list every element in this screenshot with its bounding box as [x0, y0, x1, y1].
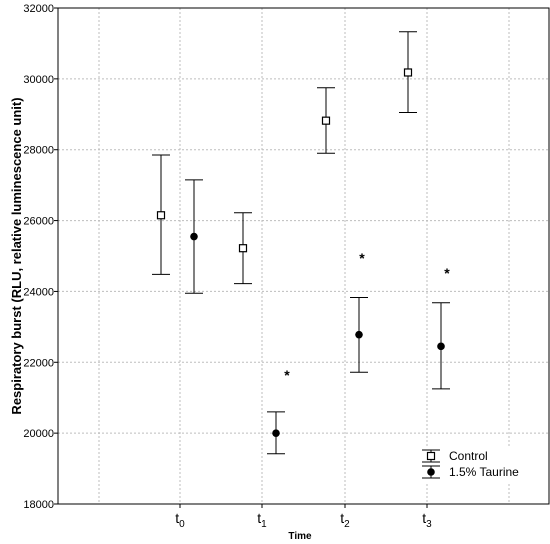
- y-tick-label: 20000: [23, 428, 54, 440]
- data-point-control: [403, 68, 413, 77]
- legend-label: Control: [449, 449, 488, 463]
- legend-marker-control: [426, 451, 436, 461]
- y-tick-label: 32000: [23, 3, 54, 15]
- gridlines: [58, 8, 549, 504]
- x-axis-title: Time: [288, 531, 312, 542]
- y-tick-label: 22000: [23, 357, 54, 369]
- legend-marker-taurine: [427, 468, 435, 476]
- data-point-taurine: [272, 429, 280, 437]
- x-tick-label: t1: [257, 510, 267, 530]
- y-axis-ticks: 18000 20000 22000 24000 26000 28000 30000 32000: [23, 3, 58, 511]
- x-tick-label: t0: [175, 510, 185, 530]
- significance-marker: *: [284, 367, 290, 383]
- x-tick-label: t3: [422, 510, 432, 530]
- data-point-control: [238, 244, 248, 253]
- y-tick-label: 30000: [23, 74, 54, 86]
- x-axis-ticks: t0 t1 t2 t3: [175, 504, 432, 530]
- plot-frame: [57, 7, 550, 505]
- data-marks: * * *: [152, 31, 450, 455]
- legend-label: 1.5% Taurine: [449, 465, 519, 479]
- data-point-taurine: [437, 342, 445, 351]
- legend-box: [418, 446, 530, 482]
- data-point-taurine: [190, 232, 198, 241]
- y-tick-label: 18000: [23, 499, 54, 511]
- y-tick-label: 26000: [23, 216, 54, 228]
- data-point-taurine: [355, 330, 363, 339]
- x-tick-label: t2: [340, 510, 350, 530]
- significance-marker: *: [359, 250, 365, 266]
- legend: Control 1.5% Taurine: [418, 446, 530, 482]
- y-tick-label: 24000: [23, 286, 54, 298]
- significance-marker: *: [444, 265, 450, 281]
- y-axis-title: Respiratory burst (RLU, relative lumines…: [9, 97, 24, 414]
- y-tick-label: 28000: [23, 145, 54, 157]
- data-point-control: [156, 211, 166, 220]
- data-point-control: [321, 116, 331, 125]
